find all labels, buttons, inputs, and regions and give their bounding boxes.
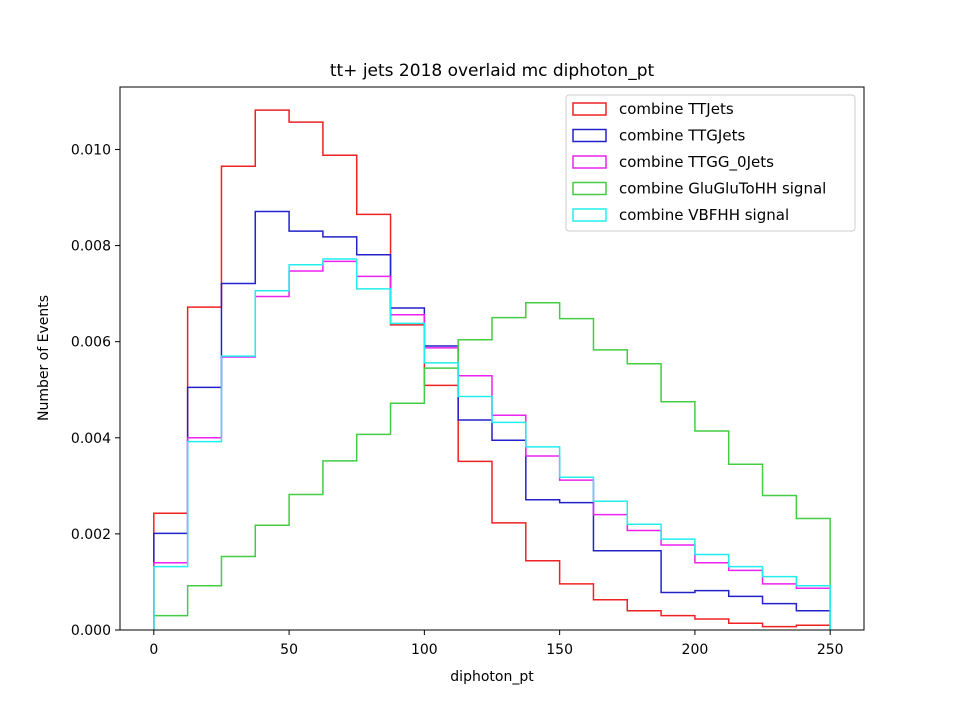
legend-label-4: combine VBFHH signal: [619, 206, 789, 224]
series-line-4: [153, 258, 831, 630]
plot-area: [153, 109, 831, 630]
y-tick-label: 0.008: [71, 239, 111, 255]
x-axis: 0 50 100 150 200 250: [149, 630, 844, 658]
legend-swatch-2: [572, 155, 607, 169]
x-tick-label: 200: [682, 642, 709, 658]
y-tick-label: 0.004: [71, 431, 111, 447]
legend-label-1: combine TTGJets: [619, 127, 745, 145]
legend-swatch-1: [572, 128, 607, 143]
legend-label-3: combine GluGluToHH signal: [619, 180, 826, 198]
x-tick-label: 50: [280, 642, 298, 658]
x-tick-label: 250: [817, 642, 844, 658]
y-axis-label: Number of Events: [36, 295, 52, 421]
legend-label-0: combine TTJets: [619, 100, 734, 118]
y-tick-label: 0.002: [71, 527, 111, 543]
series-line-0: [153, 109, 831, 630]
x-tick-label: 100: [411, 642, 438, 658]
plot-frame: [119, 86, 865, 631]
legend-label-2: combine TTGG_0Jets: [619, 153, 774, 172]
x-tick-label: 0: [149, 642, 158, 658]
legend-box: [565, 94, 856, 232]
y-tick-label: 0.010: [71, 142, 111, 158]
series-line-3: [153, 302, 831, 630]
chart-title: tt+ jets 2018 overlaid mc diphoton_pt: [330, 61, 655, 81]
legend-swatch-3: [572, 181, 607, 196]
x-axis-label: diphoton_pt: [450, 669, 534, 685]
legend: combine TTJets combine TTGJets combine TTG…: [565, 94, 856, 232]
legend-swatch-0: [572, 102, 607, 116]
x-tick-label: 150: [546, 642, 573, 658]
y-tick-label: 0.000: [71, 623, 111, 639]
y-axis: 0.000 0.002 0.004 0.006 0.008 0.010: [71, 142, 120, 639]
legend-swatch-4: [572, 208, 607, 222]
y-tick-label: 0.006: [71, 335, 111, 351]
